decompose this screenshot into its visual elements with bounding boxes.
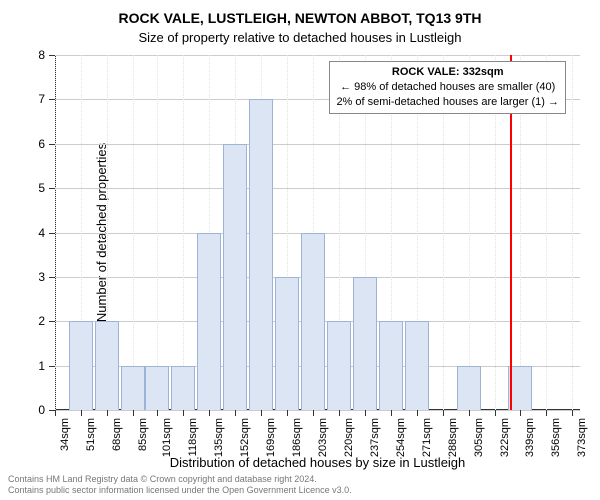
histogram-bar [301, 233, 325, 411]
x-tick [133, 410, 134, 416]
x-tick-label: 186sqm [291, 418, 303, 457]
x-tick-label: 101sqm [161, 418, 173, 457]
x-tick [209, 410, 210, 416]
histogram-bar [171, 366, 195, 410]
x-tick-label: 203sqm [317, 418, 329, 457]
x-tick-label: 305sqm [473, 418, 485, 457]
histogram-bar [508, 366, 532, 410]
y-tick-label: 2 [38, 314, 45, 328]
footer-line-2: Contains public sector information licen… [8, 485, 352, 496]
chart-container: ROCK VALE, LUSTLEIGH, NEWTON ABBOT, TQ13… [0, 0, 600, 500]
x-tick [391, 410, 392, 416]
grid-line-vertical [183, 55, 184, 410]
x-tick-label: 271sqm [421, 418, 433, 457]
annotation-box: ROCK VALE: 332sqm← 98% of detached house… [329, 61, 566, 114]
y-tick-label: 0 [38, 403, 45, 417]
x-tick-label: 288sqm [447, 418, 459, 457]
x-tick-label: 135sqm [213, 418, 225, 457]
x-tick-label: 85sqm [137, 418, 149, 451]
x-tick [495, 410, 496, 416]
x-tick [107, 410, 108, 416]
y-tick-label: 8 [38, 48, 45, 62]
y-tick-label: 3 [38, 270, 45, 284]
annotation-smaller: ← 98% of detached houses are smaller (40… [336, 80, 559, 95]
x-tick [546, 410, 547, 416]
footer-attribution: Contains HM Land Registry data © Crown c… [8, 474, 352, 497]
x-tick [469, 410, 470, 416]
chart-subtitle: Size of property relative to detached ho… [0, 26, 600, 45]
x-tick [261, 410, 262, 416]
histogram-bar [353, 277, 377, 410]
histogram-bar [145, 366, 169, 410]
grid-line-vertical [55, 55, 56, 410]
chart-title: ROCK VALE, LUSTLEIGH, NEWTON ABBOT, TQ13… [0, 0, 600, 26]
annotation-title: ROCK VALE: 332sqm [336, 65, 559, 80]
x-tick [365, 410, 366, 416]
x-tick-label: 254sqm [395, 418, 407, 457]
x-tick-label: 339sqm [524, 418, 536, 457]
histogram-bar [327, 321, 351, 410]
x-tick [183, 410, 184, 416]
x-tick-label: 237sqm [369, 418, 381, 457]
x-tick-label: 220sqm [343, 418, 355, 457]
y-tick-label: 7 [38, 92, 45, 106]
x-tick-label: 68sqm [111, 418, 123, 451]
x-tick [520, 410, 521, 416]
x-tick [55, 410, 56, 416]
annotation-larger: 2% of semi-detached houses are larger (1… [336, 95, 559, 110]
x-tick-label: 169sqm [265, 418, 277, 457]
footer-line-1: Contains HM Land Registry data © Crown c… [8, 474, 352, 485]
x-tick [443, 410, 444, 416]
histogram-bar [121, 366, 145, 410]
y-tick-label: 6 [38, 137, 45, 151]
x-tick [339, 410, 340, 416]
histogram-bar [249, 99, 273, 410]
x-tick [572, 410, 573, 416]
x-tick-label: 356sqm [550, 418, 562, 457]
y-tick-label: 1 [38, 359, 45, 373]
x-tick [313, 410, 314, 416]
x-axis-label: Distribution of detached houses by size … [55, 455, 580, 470]
x-tick-label: 152sqm [239, 418, 251, 457]
x-tick [157, 410, 158, 416]
x-tick-label: 118sqm [187, 418, 199, 456]
x-tick-label: 51sqm [85, 418, 97, 451]
x-tick [81, 410, 82, 416]
y-tick-label: 4 [38, 226, 45, 240]
histogram-bar [275, 277, 299, 410]
plot-area: 01234567834sqm51sqm68sqm85sqm101sqm118sq… [55, 55, 580, 410]
histogram-bar [197, 233, 221, 411]
grid-line-vertical [133, 55, 134, 410]
x-tick [287, 410, 288, 416]
histogram-bar [379, 321, 403, 410]
x-tick-label: 34sqm [59, 418, 71, 451]
x-tick [235, 410, 236, 416]
grid-line-vertical [157, 55, 158, 410]
histogram-bar [457, 366, 481, 410]
histogram-bar [223, 144, 247, 410]
x-tick-label: 322sqm [499, 418, 511, 457]
histogram-bar [405, 321, 429, 410]
x-tick [417, 410, 418, 416]
histogram-bar [95, 321, 119, 410]
y-tick-label: 5 [38, 181, 45, 195]
x-tick-label: 373sqm [576, 418, 588, 457]
histogram-bar [69, 321, 93, 410]
grid-line-vertical [572, 55, 573, 410]
